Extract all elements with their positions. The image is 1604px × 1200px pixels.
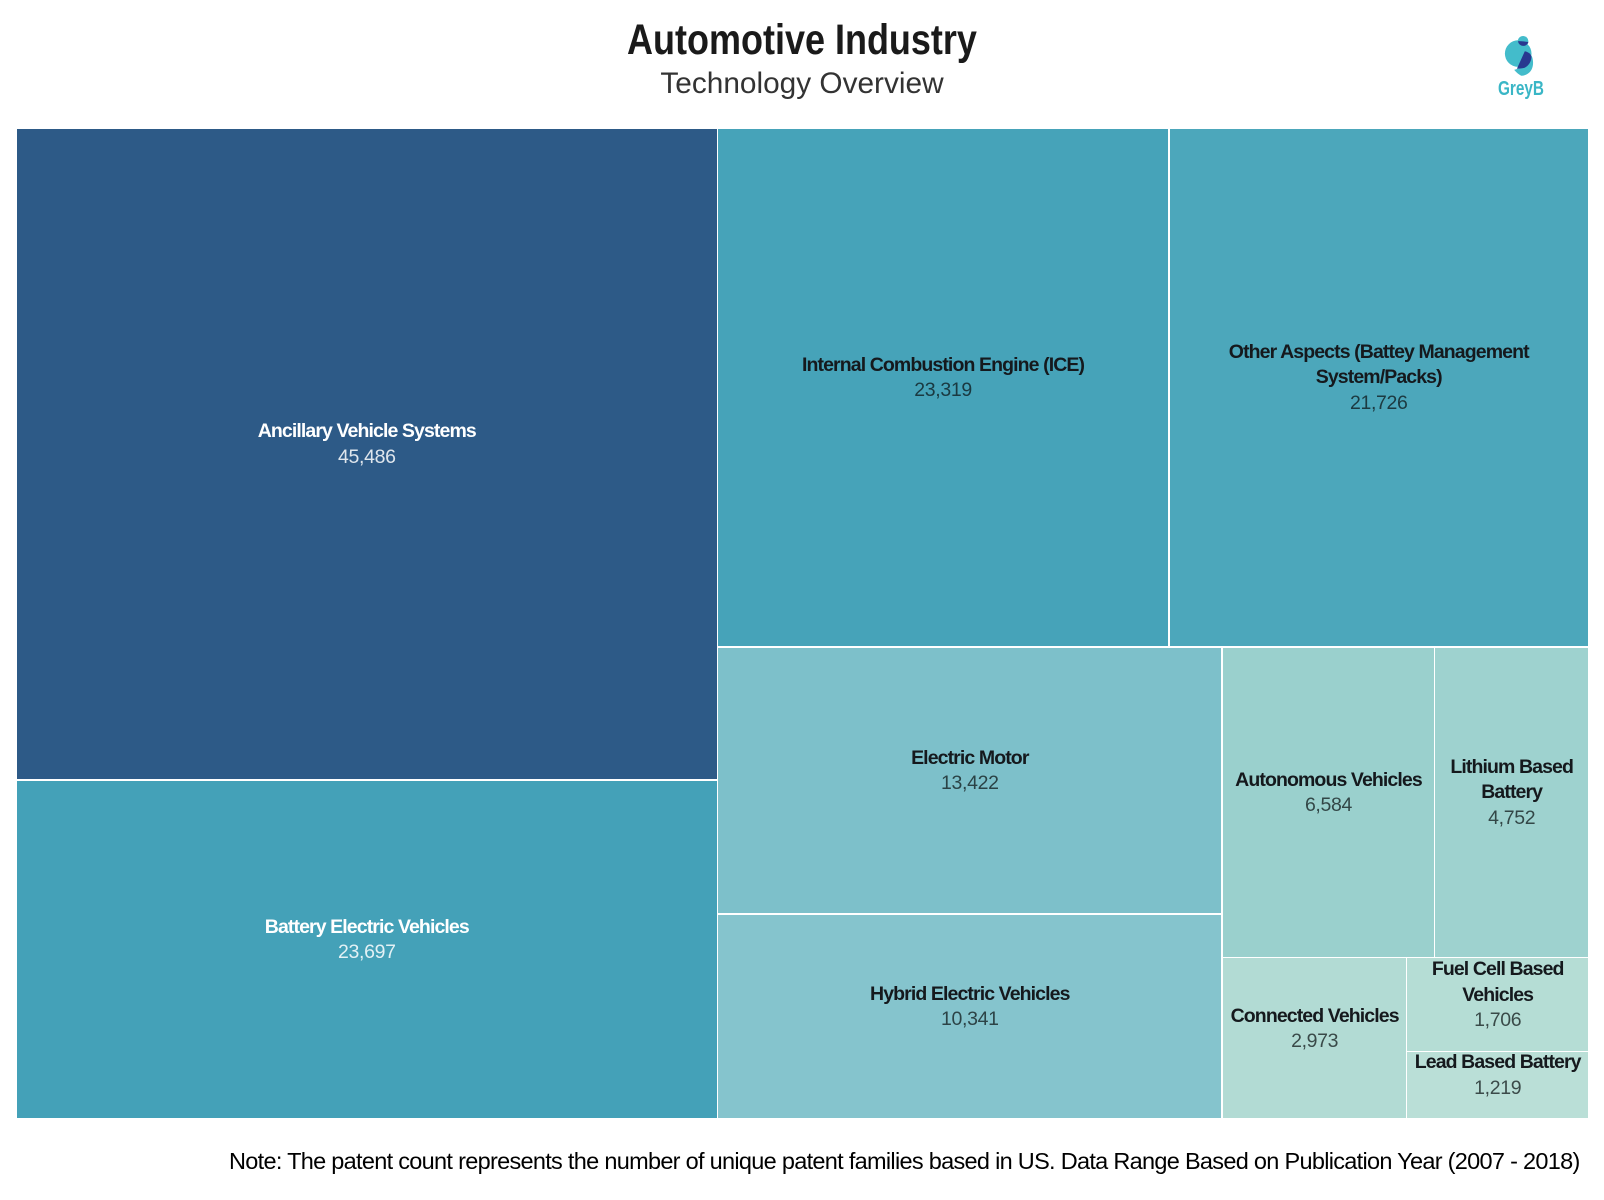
svg-text:GreyB: GreyB: [1498, 78, 1544, 100]
